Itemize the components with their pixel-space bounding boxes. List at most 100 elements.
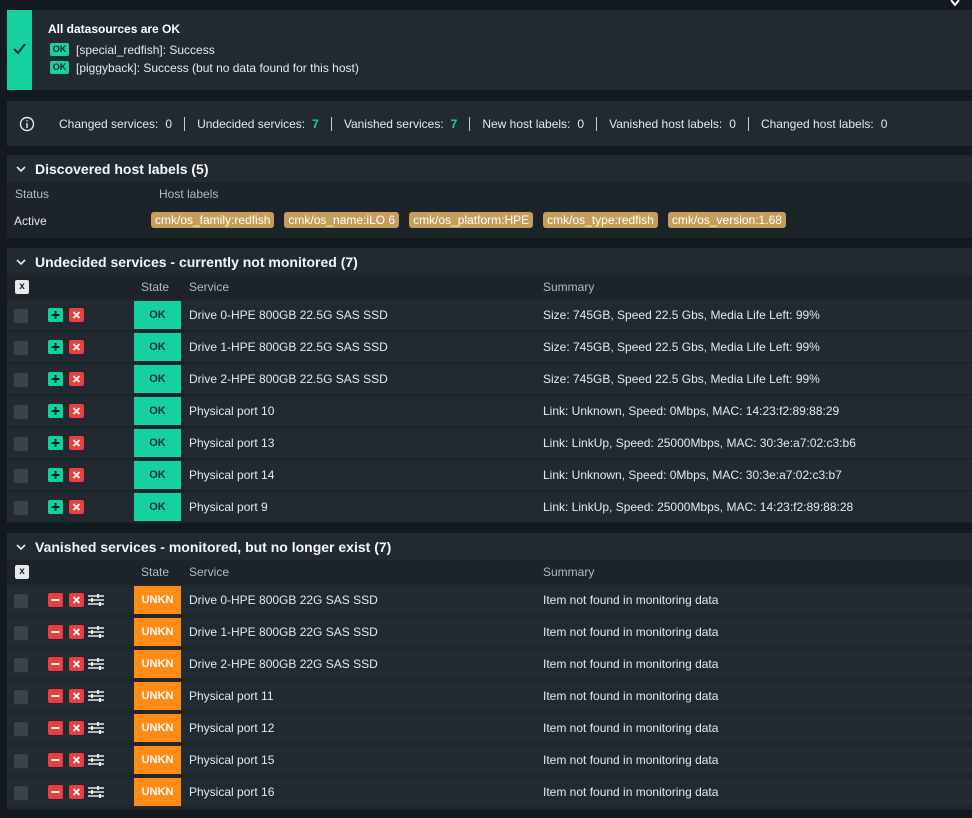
service-name: Drive 2-HPE 800GB 22.5G SAS SSD [189,372,388,386]
table-row: OK Physical port 13 Link: LinkUp, Speed: 2… [7,428,972,458]
ignore-service-button[interactable] [69,689,84,703]
service-parameters-button[interactable] [87,625,105,639]
stat-value: 0 [729,116,736,131]
minus-icon [48,625,63,639]
minus-icon [48,753,63,767]
status-badge: OK [134,461,181,489]
row-checkbox[interactable] [14,594,28,608]
row-checkbox[interactable] [14,626,28,640]
table-row: OK Drive 0-HPE 800GB 22.5G SAS SSD Size: 7… [7,300,972,330]
row-checkbox[interactable] [14,469,28,483]
service-parameters-button[interactable] [87,721,105,735]
ignore-service-button[interactable] [69,404,84,418]
row-checkbox[interactable] [14,658,28,672]
row-checkbox[interactable] [14,437,28,451]
ignore-service-button[interactable] [69,657,84,671]
table-row: UNKN Physical port 12 Item not found in mo… [7,713,972,743]
divider [596,116,598,131]
plus-icon [48,500,63,514]
row-checkbox[interactable] [14,754,28,768]
stat-label: Undecided services: [197,116,306,131]
ignore-service-button[interactable] [69,753,84,767]
datasource-text: [piggyback]: Success (but no data found … [76,60,359,75]
select-all-toggle[interactable]: x [15,280,29,294]
row-checkbox[interactable] [14,341,28,355]
host-label: cmk/os_name:iLO 6 [284,212,400,228]
close-icon [69,625,84,639]
sliders-icon [87,785,105,799]
service-parameters-button[interactable] [87,593,105,607]
status-badge: UNKN [134,778,181,806]
status-badge: UNKN [134,586,181,614]
ignore-service-button[interactable] [69,593,84,607]
stat-label: Changed services: [59,116,159,131]
table-row: UNKN Drive 1-HPE 800GB 22G SAS SSD Item no… [7,617,972,647]
datasource-status-panel: All datasources are OK OK [special_redfi… [7,10,972,90]
service-name: Physical port 11 [189,689,274,703]
label-status: Active [14,214,47,228]
monitor-service-button[interactable] [48,468,63,482]
remove-service-button[interactable] [48,785,63,799]
remove-service-button[interactable] [48,625,63,639]
close-icon [69,500,84,514]
service-parameters-button[interactable] [87,689,105,703]
remove-service-button[interactable] [48,657,63,671]
remove-service-button[interactable] [48,721,63,735]
ignore-service-button[interactable] [69,625,84,639]
undecided-section-header[interactable]: Undecided services - currently not monit… [7,248,972,275]
row-checkbox[interactable] [14,722,28,736]
ok-badge: OK [50,43,69,56]
ignore-service-button[interactable] [69,308,84,322]
column-header-state: State [141,280,170,294]
service-parameters-button[interactable] [87,657,105,671]
ignore-service-button[interactable] [69,500,84,514]
row-checkbox[interactable] [14,373,28,387]
ignore-service-button[interactable] [69,785,84,799]
close-icon[interactable] [948,0,962,6]
close-icon [69,785,84,799]
ignore-service-button[interactable] [69,436,84,450]
row-checkbox[interactable] [14,690,28,704]
ignore-service-button[interactable] [69,468,84,482]
service-summary: Size: 745GB, Speed 22.5 Gbs, Media Life … [543,308,820,322]
ignore-service-button[interactable] [69,721,84,735]
plus-icon [48,372,63,386]
row-checkbox[interactable] [14,501,28,515]
monitor-service-button[interactable] [48,308,63,322]
discovery-summary-bar: Changed services: 0 Undecided services: … [7,101,972,146]
monitor-service-button[interactable] [48,500,63,514]
stat-label: New host labels: [482,116,571,131]
service-summary: Link: Unknown, Speed: 0Mbps, MAC: 14:23:… [543,404,840,418]
vanished-section-header[interactable]: Vanished services - monitored, but no lo… [7,533,972,560]
ignore-service-button[interactable] [69,340,84,354]
status-badge: OK [134,429,181,457]
monitor-service-button[interactable] [48,372,63,386]
minus-icon [48,593,63,607]
datasource-text: [special_redfish]: Success [76,42,215,57]
select-all-toggle[interactable]: x [15,565,29,579]
row-checkbox[interactable] [14,786,28,800]
service-parameters-button[interactable] [87,753,105,767]
status-badge: OK [134,301,181,329]
monitor-service-button[interactable] [48,436,63,450]
service-parameters-button[interactable] [87,785,105,799]
service-name: Physical port 16 [189,785,275,799]
row-checkbox[interactable] [14,405,28,419]
remove-service-button[interactable] [48,593,63,607]
stat-value: 0 [880,116,888,131]
table-row: UNKN Physical port 16 Item not found in mo… [7,777,972,807]
monitor-service-button[interactable] [48,404,63,418]
stat-value: 7 [312,116,319,131]
stat-value: 7 [450,116,458,131]
monitor-service-button[interactable] [48,340,63,354]
minus-icon [48,657,63,671]
service-summary: Link: Unknown, Speed: 0Mbps, MAC: 30:3e:… [543,468,842,482]
plus-icon [48,404,63,418]
remove-service-button[interactable] [48,753,63,767]
row-checkbox[interactable] [14,309,28,323]
table-row: OK Physical port 10 Link: Unknown, Speed: … [7,396,972,426]
ignore-service-button[interactable] [69,372,84,386]
close-icon [69,436,84,450]
remove-service-button[interactable] [48,689,63,703]
host-labels-section-header[interactable]: Discovered host labels (5) [7,155,972,182]
